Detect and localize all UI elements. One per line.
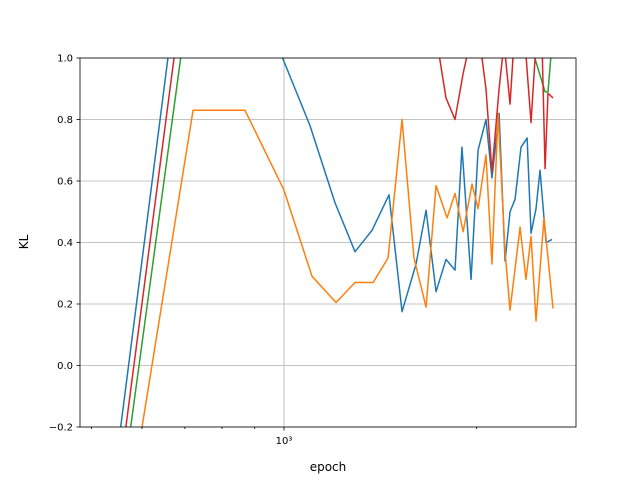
ticks: −0.2 0.0 0.2 0.4 0.6 0.8 1.0 10³ [49, 54, 478, 447]
y-tick-label: 0.6 [57, 177, 73, 188]
series-line [129, 58, 552, 427]
x-tick-label: 10³ [276, 436, 293, 447]
y-tick-label: −0.2 [49, 423, 73, 434]
y-tick-label: 0.8 [57, 115, 73, 126]
plot-area [119, 58, 554, 427]
y-tick-label: 0.4 [57, 238, 73, 249]
series-line [119, 58, 553, 427]
y-tick-label: 1.0 [57, 54, 73, 65]
series-line [125, 58, 554, 427]
x-axis-label: epoch [310, 460, 347, 474]
series-line [141, 109, 554, 427]
y-tick-label: 0.0 [57, 361, 73, 372]
y-axis-label: KL [17, 234, 31, 249]
y-tick-label: 0.2 [57, 300, 73, 311]
